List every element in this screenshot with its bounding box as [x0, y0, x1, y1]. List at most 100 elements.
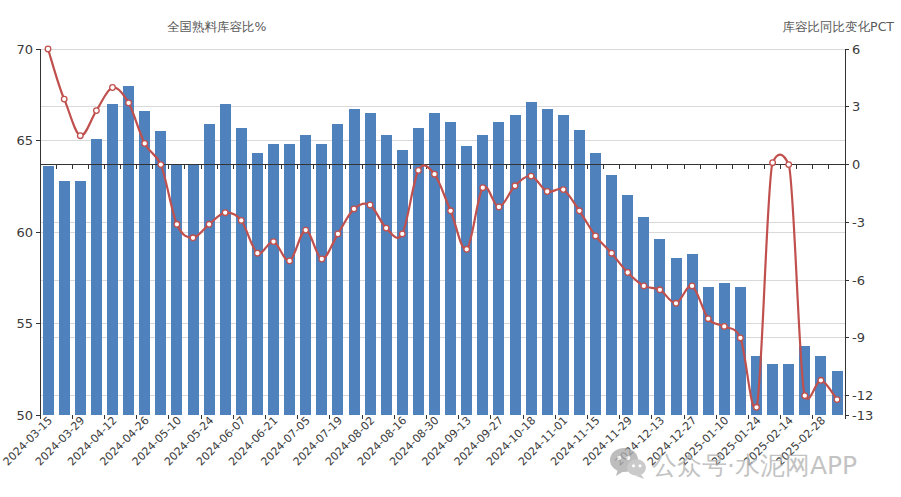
left-axis-tick-label: 50 [16, 408, 33, 423]
bar-2024-12-06 [638, 217, 649, 415]
line-marker-2024-12-06 [641, 283, 647, 289]
bar-2024-03-15 [43, 166, 54, 415]
line-marker-2024-05-31 [222, 210, 228, 216]
right-axis-tick-label: -9 [852, 330, 865, 345]
line-marker-2024-06-21 [271, 239, 277, 245]
right-axis-tick-label: -3 [852, 215, 865, 230]
bar-2024-05-10 [171, 164, 182, 415]
chart-page: 7065605550630-3-6-9-12-13 2024-03-152024… [0, 0, 901, 497]
bar-2024-10-18 [526, 102, 537, 415]
bar-2025-02-07 [767, 364, 778, 415]
bar-2024-12-20 [671, 258, 682, 415]
bar-2024-04-12 [107, 104, 118, 415]
line-marker-2024-05-03 [158, 162, 164, 168]
line-marker-2024-07-26 [351, 206, 357, 212]
watermark-text: 公众号·水泥网APP [652, 451, 857, 480]
line-marker-2024-03-29 [78, 133, 84, 139]
bar-2024-07-12 [316, 144, 327, 415]
bar-2024-06-07 [236, 128, 247, 415]
line-marker-2024-11-01 [561, 187, 567, 193]
yoy-change-line [48, 49, 837, 409]
line-marker-2024-03-22 [61, 96, 67, 102]
line-marker-2024-08-30 [432, 171, 438, 177]
bar-2024-07-19 [332, 124, 343, 415]
bar-2024-09-20 [477, 135, 488, 415]
right-axis-tick-label: 3 [852, 99, 860, 114]
bar-2024-07-05 [300, 135, 311, 415]
line-marker-2024-10-25 [544, 189, 550, 195]
line-marker-2024-11-08 [577, 208, 583, 214]
bar-series [43, 86, 843, 415]
line-marker-2024-04-26 [142, 141, 148, 147]
bar-2024-12-27 [687, 254, 698, 415]
left-axis-tick-label: 70 [16, 42, 33, 57]
line-marker-2024-09-13 [464, 247, 470, 253]
watermark: 公众号·水泥网APP [610, 448, 857, 480]
bar-2024-09-06 [445, 122, 456, 415]
line-marker-2024-11-15 [593, 233, 599, 239]
bar-2024-11-15 [590, 153, 601, 415]
clinker-inventory-ratio-chart: 7065605550630-3-6-9-12-13 2024-03-152024… [0, 0, 901, 497]
bar-2025-01-10 [719, 283, 730, 415]
right-axis-tick-label: -6 [852, 273, 865, 288]
bar-2024-04-26 [139, 111, 150, 415]
line-marker-2024-08-09 [383, 225, 389, 231]
line-marker-2024-06-07 [239, 218, 245, 224]
bar-2025-02-14 [783, 364, 794, 415]
line-marker-2024-09-20 [480, 185, 486, 191]
wechat-icon [610, 448, 646, 479]
line-marker-2024-04-19 [126, 100, 132, 106]
line-marker-2024-09-06 [448, 208, 454, 214]
left-axis-tick-label: 65 [16, 133, 33, 148]
line-marker-2024-07-19 [335, 231, 341, 237]
line-marker-2024-08-16 [400, 231, 406, 237]
line-marker-2024-11-22 [609, 250, 615, 256]
bar-2024-06-21 [268, 144, 279, 415]
line-marker-2024-10-18 [528, 173, 534, 179]
line-marker-2024-05-10 [174, 222, 180, 228]
left-axis-tick-label: 55 [16, 316, 33, 331]
bar-2024-09-13 [461, 146, 472, 415]
left-axis-title: 全国熟料库容比% [167, 19, 267, 34]
line-marker-2024-11-29 [625, 270, 631, 276]
bar-2024-06-14 [252, 153, 263, 415]
bar-2024-05-17 [188, 164, 199, 415]
line-marker-2024-07-12 [319, 256, 325, 262]
bar-2024-04-19 [123, 86, 134, 415]
bar-2024-08-16 [397, 150, 408, 415]
line-marker-2025-02-14 [786, 162, 792, 168]
bar-2024-11-01 [558, 115, 569, 415]
right-axis-title: 库容比同比变化PCT [783, 19, 895, 34]
line-marker-2024-06-28 [287, 258, 293, 264]
line-marker-2024-05-24 [206, 222, 212, 228]
line-marker-2025-02-07 [770, 160, 776, 166]
line-marker-2025-01-24 [754, 405, 760, 411]
bar-2024-03-29 [75, 181, 86, 415]
line-marker-2024-03-15 [45, 46, 51, 52]
bar-2024-04-05 [91, 139, 102, 415]
left-axis-tick-label: 60 [16, 225, 33, 240]
line-marker-2024-12-20 [673, 301, 679, 307]
bar-2024-08-09 [381, 135, 392, 415]
line-marker-2025-01-10 [722, 324, 728, 330]
line-marker-2024-06-14 [255, 250, 261, 256]
bar-2024-03-22 [59, 181, 70, 415]
bar-2025-01-03 [703, 287, 714, 415]
bar-2024-08-02 [365, 113, 376, 415]
bar-2024-10-25 [542, 109, 553, 415]
bar-2024-05-31 [220, 104, 231, 415]
bar-2024-09-27 [493, 122, 504, 415]
bar-2024-11-08 [574, 130, 585, 416]
bar-2024-12-13 [654, 239, 665, 415]
line-marker-2024-08-02 [367, 202, 373, 208]
line-marker-2025-03-07 [834, 397, 840, 403]
line-marker-2024-04-05 [94, 108, 100, 114]
bar-2024-07-26 [349, 109, 360, 415]
line-marker-2024-09-27 [496, 204, 502, 210]
bar-2024-10-11 [510, 115, 521, 415]
right-axis-tick-label: -13 [852, 408, 873, 423]
line-marker-2024-10-11 [512, 183, 518, 189]
line-marker-2025-01-03 [705, 316, 711, 322]
line-marker-2024-12-13 [657, 287, 663, 293]
bar-2024-11-22 [606, 175, 617, 415]
